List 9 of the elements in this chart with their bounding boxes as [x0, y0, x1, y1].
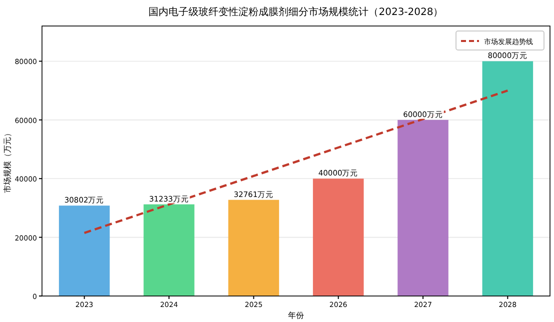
- bar: [482, 61, 534, 296]
- bar: [398, 120, 448, 296]
- x-axis-title: 年份: [288, 311, 304, 320]
- bar: [228, 200, 280, 296]
- bar: [58, 206, 110, 296]
- chart-title: 国内电子级玻纤变性淀粉成膜剂细分市场规模统计（2023-2028）: [148, 6, 444, 18]
- y-axis-title: 市场规模（万元）: [3, 129, 12, 193]
- bar: [144, 204, 194, 296]
- bar: [312, 178, 364, 296]
